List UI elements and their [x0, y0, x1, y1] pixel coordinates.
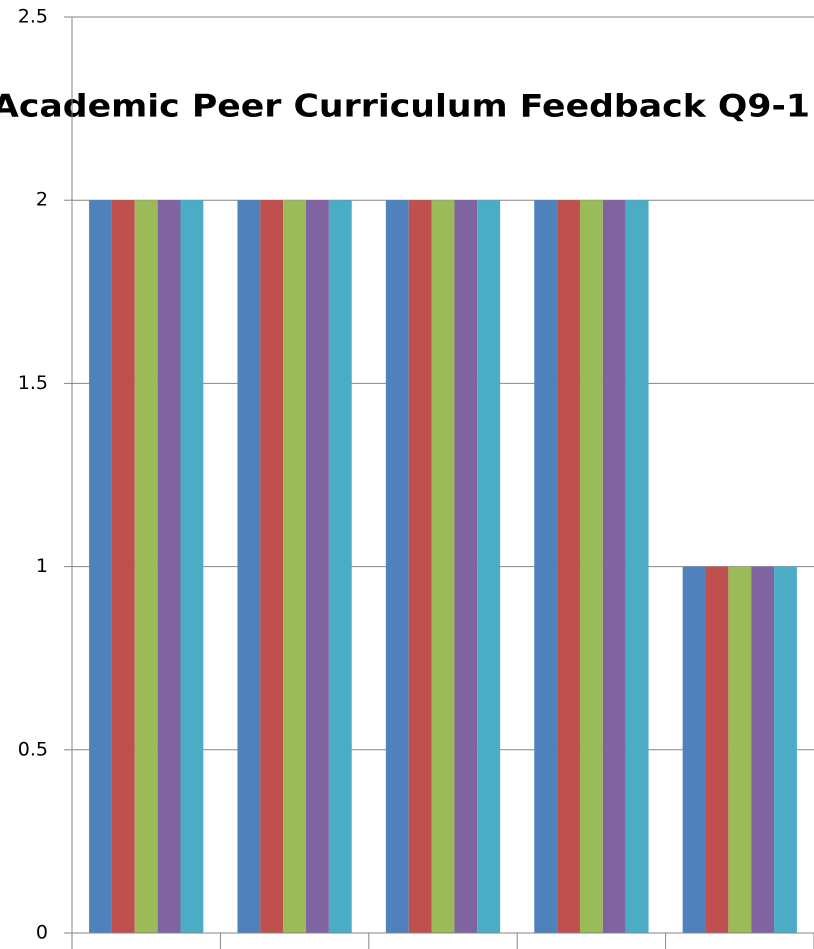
bar	[625, 200, 649, 933]
bar	[751, 566, 775, 933]
y-tick-label: 0.5	[18, 738, 48, 760]
y-tick-label: 0	[36, 922, 48, 944]
bar	[157, 200, 181, 933]
bar	[534, 200, 558, 933]
y-tick-label: 1	[36, 555, 48, 577]
bar	[477, 200, 501, 933]
bar	[111, 200, 135, 933]
y-tick-label: 2	[36, 189, 48, 211]
bar	[774, 566, 797, 933]
y-tick-label: 1.5	[18, 372, 48, 394]
y-tick-label: 2.5	[18, 6, 48, 28]
bar	[454, 200, 478, 933]
bar	[602, 200, 626, 933]
bar	[237, 200, 261, 933]
bar	[431, 200, 455, 933]
bar	[682, 566, 706, 933]
bar	[705, 566, 729, 933]
bar	[283, 200, 307, 933]
bar	[408, 200, 432, 933]
bar	[385, 200, 409, 933]
bar	[328, 200, 352, 933]
bar	[306, 200, 329, 933]
bar	[728, 566, 752, 933]
bar	[89, 200, 112, 933]
chart-title: Academic Peer Curriculum Feedback Q9-1	[0, 89, 810, 125]
bar	[260, 200, 284, 933]
bar	[557, 200, 580, 933]
bar	[180, 200, 204, 933]
bar	[134, 200, 158, 933]
bar	[579, 200, 603, 933]
